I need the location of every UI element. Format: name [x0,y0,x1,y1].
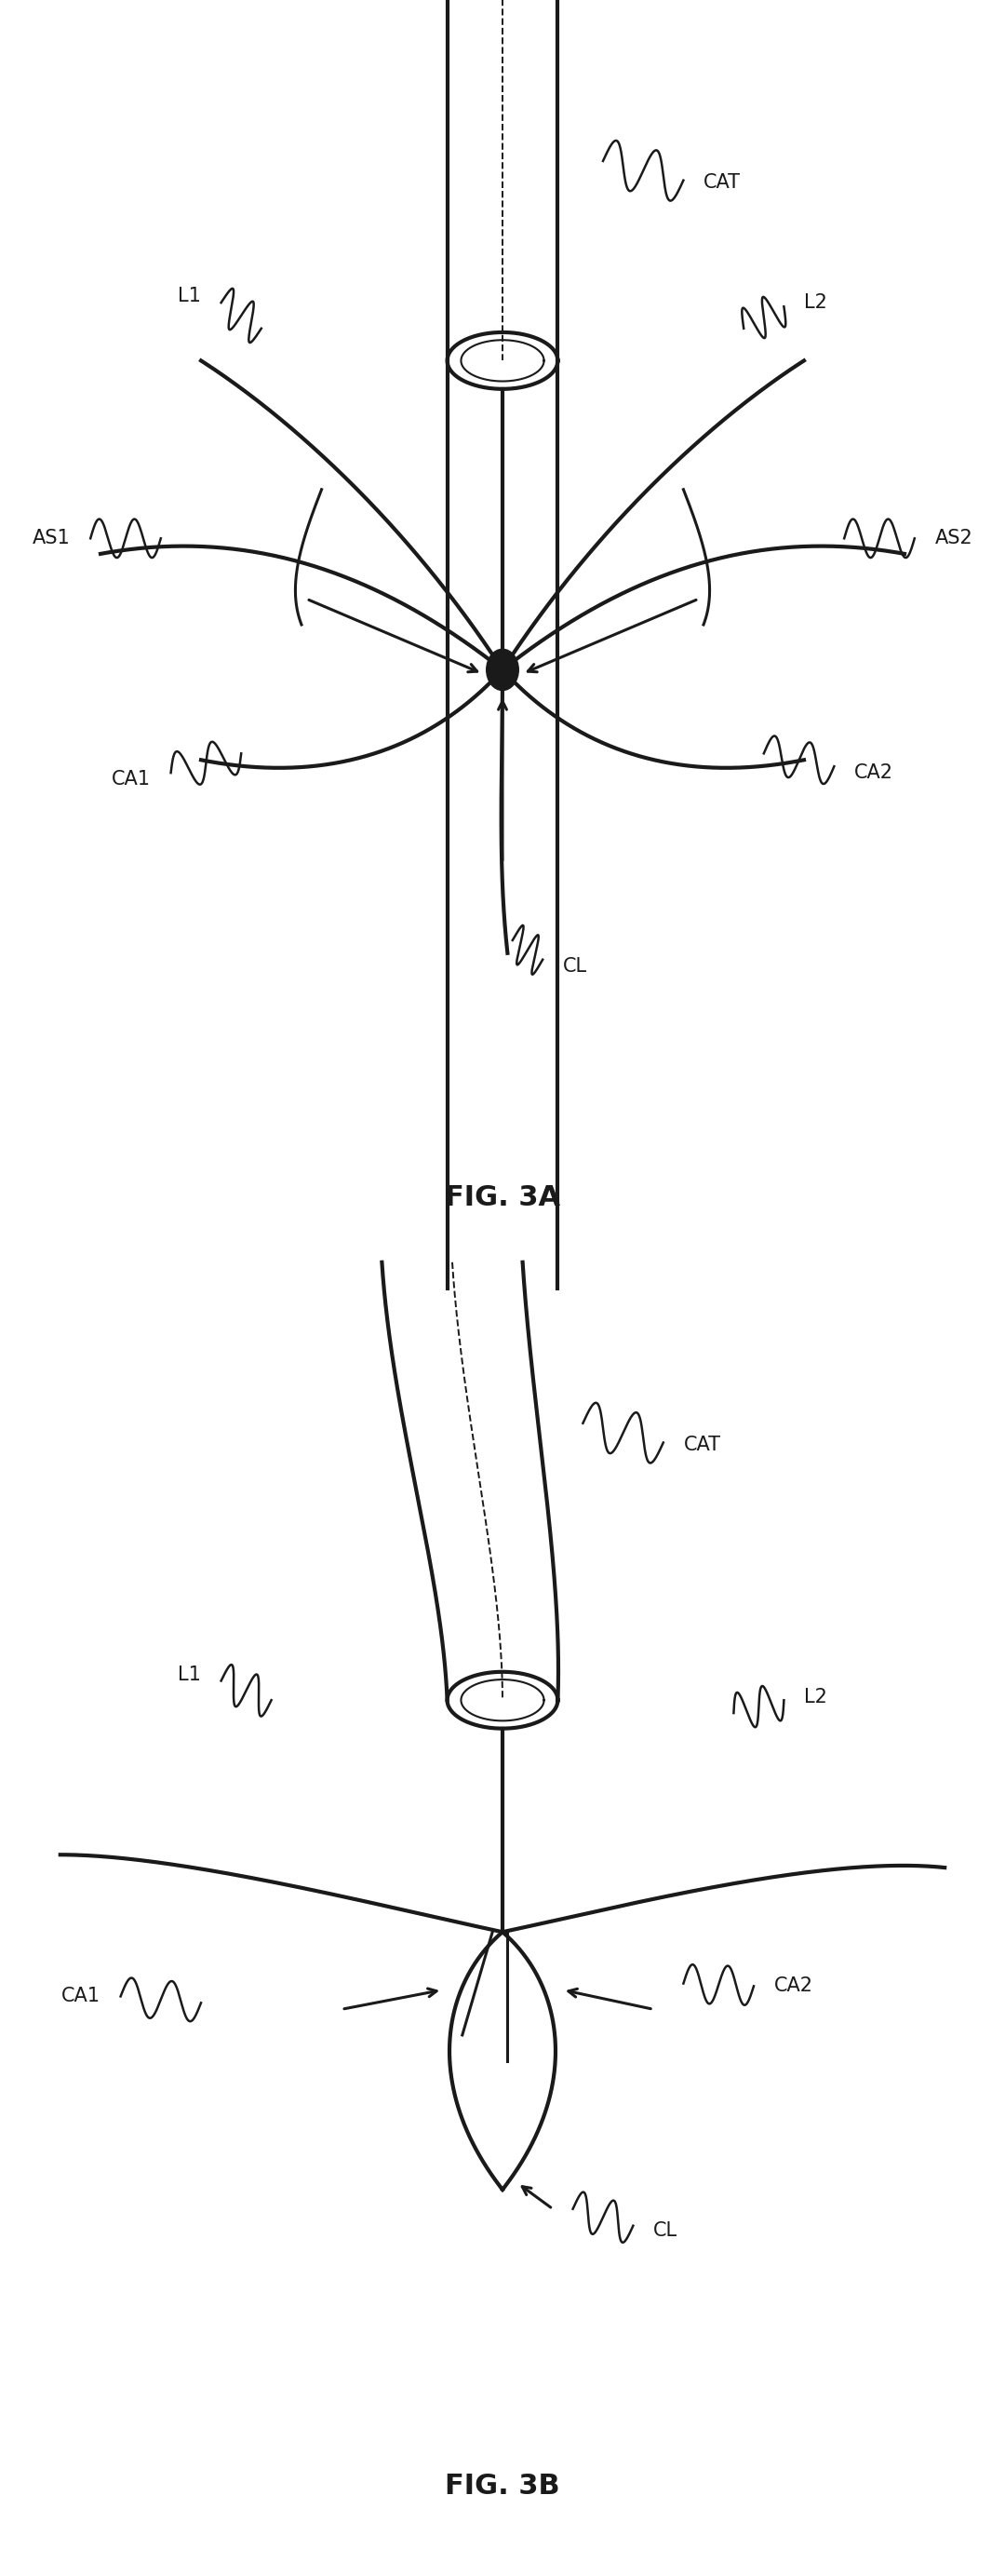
Text: L1: L1 [178,286,201,307]
Text: FIG. 3B: FIG. 3B [445,2473,560,2499]
Text: CA1: CA1 [61,1986,100,2007]
Text: CA2: CA2 [774,1976,813,1996]
Text: CAT: CAT [704,173,741,193]
Text: L2: L2 [804,294,827,312]
Text: CA1: CA1 [112,770,151,788]
Text: CA2: CA2 [854,762,893,783]
Text: CL: CL [653,2221,677,2241]
Text: AS1: AS1 [32,528,70,549]
Text: L1: L1 [178,1664,201,1685]
Text: FIG. 3A: FIG. 3A [445,1185,560,1211]
Text: AS2: AS2 [935,528,973,549]
Text: CL: CL [563,956,587,976]
Circle shape [486,649,519,690]
Text: CAT: CAT [683,1435,721,1455]
Text: L2: L2 [804,1687,827,1708]
